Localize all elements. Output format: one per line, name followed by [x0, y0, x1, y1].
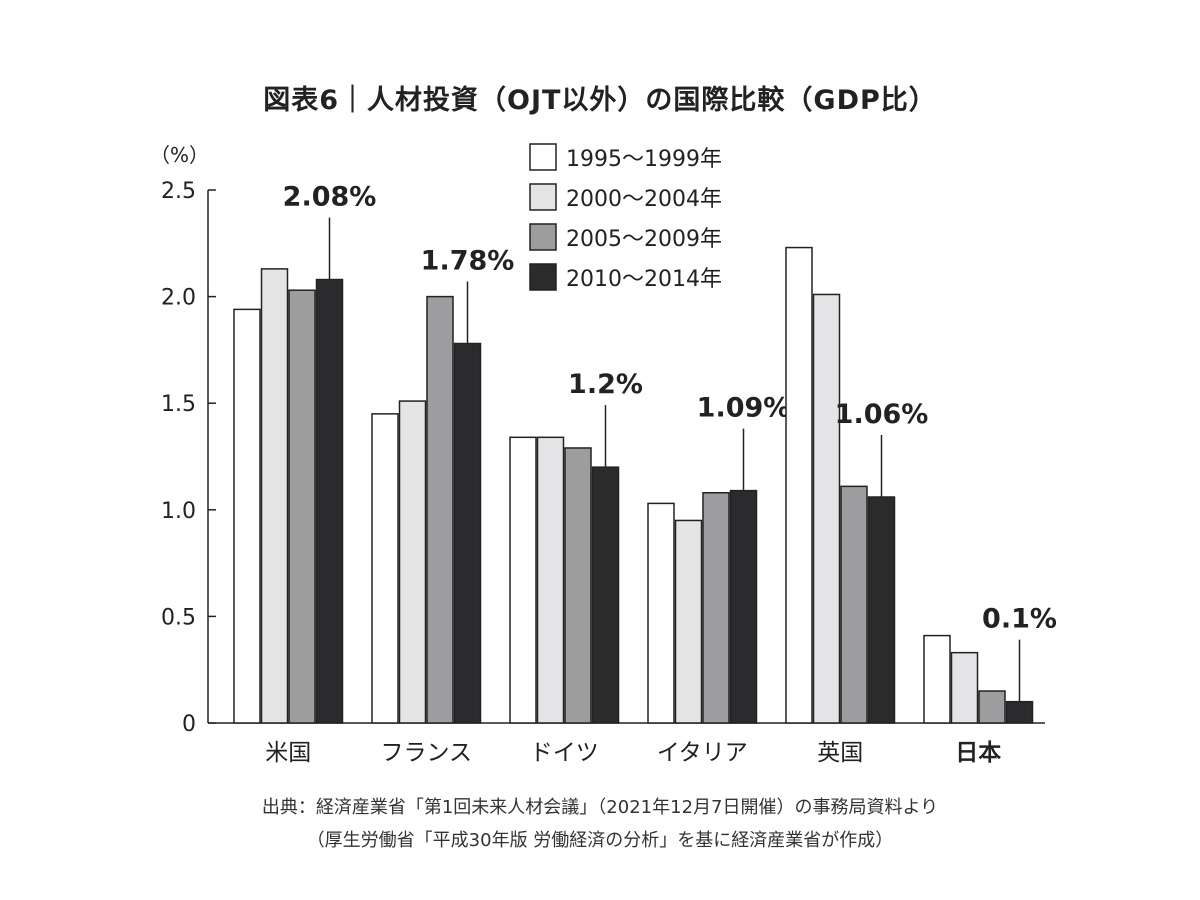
bar	[233, 308, 261, 724]
bar	[867, 496, 896, 724]
legend-label: 2000〜2004年	[566, 187, 722, 212]
x-tick-label: イタリア	[657, 740, 748, 766]
bar	[923, 634, 951, 724]
legend-label: 2010〜2014年	[566, 267, 722, 292]
y-tick-label: 2.0	[161, 286, 196, 311]
data-label: 1.78%	[421, 246, 515, 277]
legend-swatch	[529, 143, 557, 171]
y-tick-label: 0	[182, 712, 196, 737]
bar	[426, 295, 454, 724]
bar	[591, 466, 620, 724]
bar	[647, 502, 675, 724]
legend-swatch	[529, 263, 557, 291]
bar	[950, 651, 979, 724]
bar	[371, 413, 399, 724]
x-tick-label: 米国	[265, 740, 311, 766]
bar	[1005, 700, 1034, 724]
data-label: 1.2%	[568, 369, 643, 400]
x-tick-label: ドイツ	[530, 740, 599, 766]
y-tick-label: 1.5	[161, 392, 196, 417]
x-tick-label: 英国	[817, 740, 863, 766]
bar	[702, 491, 730, 724]
y-tick-label: 2.5	[161, 179, 196, 204]
bar	[729, 489, 758, 724]
bar	[674, 519, 703, 724]
x-tick-label: フランス	[380, 740, 472, 766]
legend-label: 1995〜1999年	[566, 147, 722, 172]
data-label: 1.06%	[835, 399, 929, 430]
x-tick-label: 日本	[955, 740, 1001, 766]
bar	[812, 293, 841, 724]
bar	[453, 342, 482, 724]
bar	[785, 246, 813, 724]
data-label: 2.08%	[283, 182, 377, 213]
source-note-line2: （厚生労働省「平成30年版 労働経済の分析」を基に経済産業省が作成）	[306, 830, 894, 851]
legend-swatch	[529, 223, 557, 251]
source-note-line1: 出典：経済産業省「第1回未来人材会議」（2021年12月7日開催）の事務局資料よ…	[261, 797, 939, 818]
bar	[536, 436, 565, 724]
bar	[315, 278, 344, 724]
data-label: 1.09%	[697, 393, 791, 424]
y-tick-label: 0.5	[161, 605, 196, 630]
bar	[564, 447, 592, 724]
data-label: 0.1%	[982, 604, 1057, 635]
chart-title: 図表6｜人材投資（OJT以外）の国際比較（GDP比）	[263, 85, 937, 116]
legend-label: 2005〜2009年	[566, 227, 722, 252]
legend-swatch	[529, 183, 557, 211]
y-tick-label: 1.0	[161, 499, 196, 524]
bar	[288, 289, 316, 724]
bar	[509, 436, 537, 724]
bar	[398, 400, 427, 724]
bar	[260, 268, 289, 724]
y-axis-unit: （%）	[150, 143, 209, 167]
bar	[840, 485, 868, 724]
bar	[978, 690, 1006, 724]
